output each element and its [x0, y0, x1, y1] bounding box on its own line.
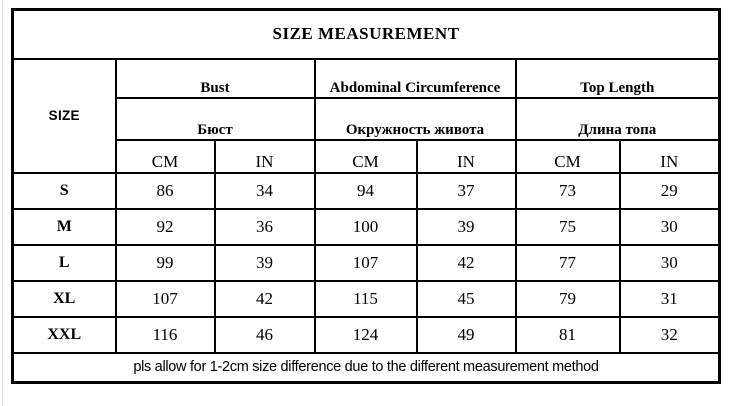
size-measurement-table: SIZE MEASUREMENT SIZE Bust Abdominal Cir…	[11, 8, 722, 384]
footnote-text: pls allow for 1-2cm size difference due …	[11, 351, 721, 384]
measurement-value: 92	[114, 207, 216, 246]
measurement-value: 49	[415, 315, 517, 354]
measurement-value: 45	[415, 279, 517, 318]
measurement-value: 30	[618, 207, 721, 246]
page-title: SIZE MEASUREMENT	[11, 8, 721, 60]
size-row-label: XL	[11, 279, 117, 318]
unit-header-abdominal-cm: CM	[313, 138, 418, 174]
measurement-value: 39	[415, 207, 517, 246]
group-header-abdominal-en: Abdominal Circumference	[313, 57, 517, 99]
measurement-value: 30	[618, 243, 721, 282]
measurement-value: 124	[313, 315, 418, 354]
measurement-value: 37	[415, 171, 517, 210]
measurement-value: 39	[213, 243, 316, 282]
table-row-size-m: M 92 36 100 39 75 30	[11, 207, 721, 246]
unit-header-bust-in: IN	[213, 138, 316, 174]
size-column-header: SIZE	[11, 57, 117, 174]
table-row-group-headers-ru: Бюст Окружность живота Длина топа	[13, 96, 721, 141]
unit-header-abdominal-in: IN	[415, 138, 517, 174]
measurement-value: 31	[618, 279, 721, 318]
size-row-label: S	[11, 171, 117, 210]
group-header-abdominal-ru: Окружность живота	[313, 96, 517, 141]
unit-header-top-length-cm: CM	[514, 138, 621, 174]
table-row-size-xxl: XXL 116 46 124 49 81 32	[11, 315, 721, 354]
size-row-label: M	[11, 207, 117, 246]
measurement-value: 115	[313, 279, 418, 318]
table-row-footnote: pls allow for 1-2cm size difference due …	[11, 351, 721, 384]
group-header-top-length-en: Top Length	[514, 57, 721, 99]
measurement-value: 75	[514, 207, 621, 246]
table-row-size-l: L 99 39 107 42 77 30	[11, 243, 721, 282]
unit-header-bust-cm: CM	[114, 138, 216, 174]
measurement-value: 42	[213, 279, 316, 318]
measurement-value: 94	[313, 171, 418, 210]
sheet-gridline-artifact	[2, 0, 3, 406]
size-row-label: XXL	[11, 315, 117, 354]
measurement-value: 34	[213, 171, 316, 210]
measurement-value: 81	[514, 315, 621, 354]
group-header-top-length-ru: Длина топа	[514, 96, 721, 141]
table-row-size-s: S 86 34 94 37 73 29	[11, 171, 721, 210]
table-row-group-headers-en: SIZE Bust Abdominal Circumference Top Le…	[11, 57, 721, 174]
size-row-label: L	[11, 243, 117, 282]
table-row-unit-headers: CM IN CM IN CM IN	[13, 138, 721, 174]
measurement-value: 79	[514, 279, 621, 318]
table-row-title: SIZE MEASUREMENT	[11, 8, 721, 60]
group-header-bust-ru: Бюст	[114, 96, 316, 141]
measurement-value: 100	[313, 207, 418, 246]
measurement-value: 73	[514, 171, 621, 210]
table-row-size-xl: XL 107 42 115 45 79 31	[11, 279, 721, 318]
measurement-value: 107	[313, 243, 418, 282]
measurement-value: 29	[618, 171, 721, 210]
measurement-value: 36	[213, 207, 316, 246]
measurement-value: 107	[114, 279, 216, 318]
unit-header-top-length-in: IN	[618, 138, 721, 174]
measurement-value: 77	[514, 243, 621, 282]
measurement-value: 42	[415, 243, 517, 282]
measurement-value: 32	[618, 315, 721, 354]
measurement-value: 99	[114, 243, 216, 282]
measurement-value: 46	[213, 315, 316, 354]
measurement-value: 116	[114, 315, 216, 354]
measurement-value: 86	[114, 171, 216, 210]
group-header-bust-en: Bust	[114, 57, 316, 99]
